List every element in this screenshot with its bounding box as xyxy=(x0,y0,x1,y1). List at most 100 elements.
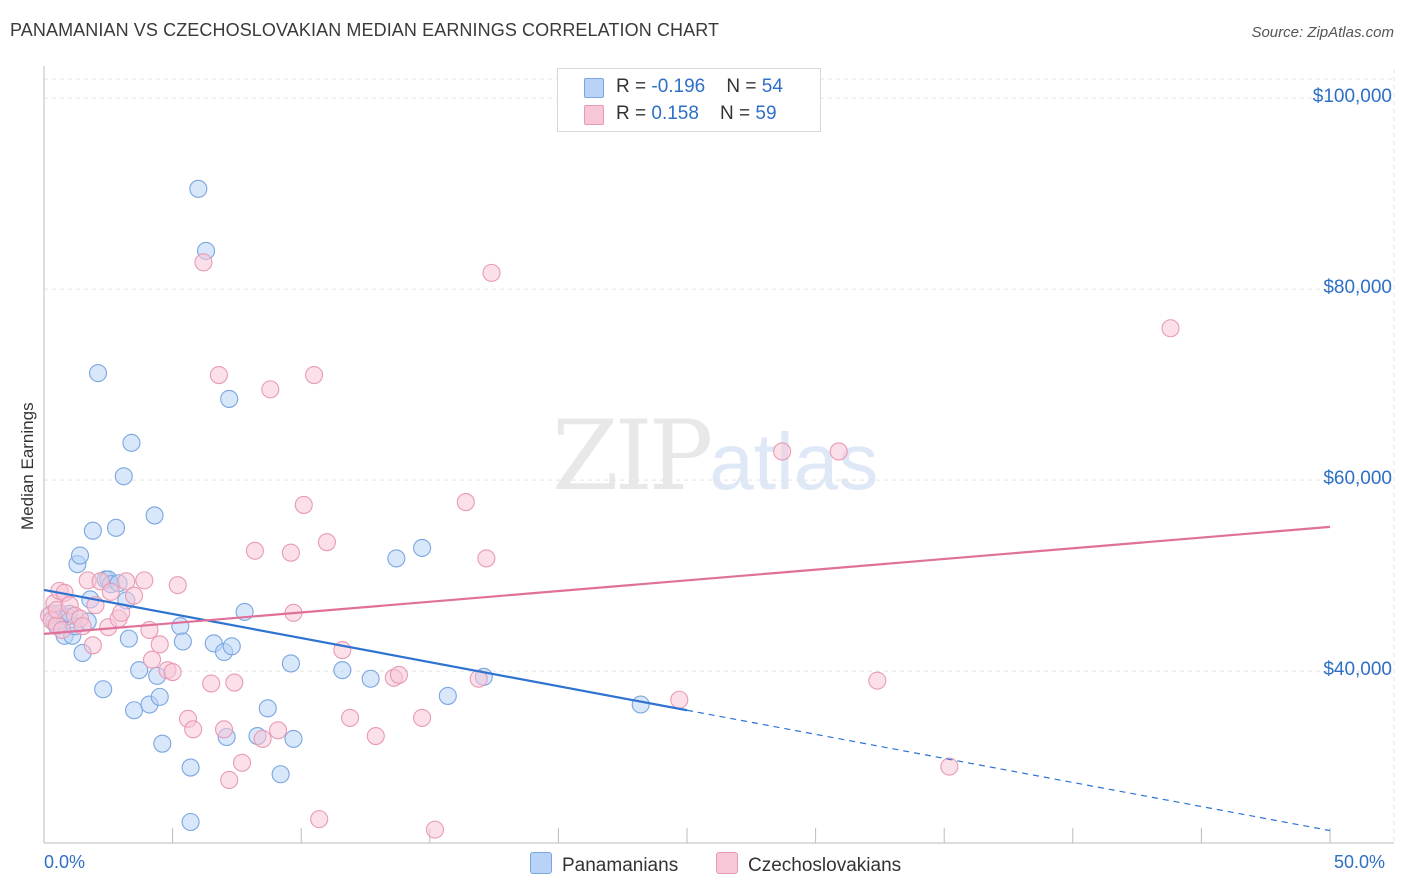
czechoslovakian-point xyxy=(245,541,264,560)
czechoslovakian-point xyxy=(117,572,136,591)
panamanian-trend-line xyxy=(43,588,688,712)
czechoslovakian-point xyxy=(269,721,288,740)
bottom-legend-label: Czechoslovakians xyxy=(748,855,902,876)
legend-n-value: 59 xyxy=(755,103,777,124)
panamanian-point xyxy=(119,629,138,648)
panamanian-point xyxy=(70,546,90,565)
panamanian-point xyxy=(361,669,380,688)
czechoslovakian-point xyxy=(142,650,162,669)
czechoslovakian-point xyxy=(413,708,432,727)
czechoslovakian-point xyxy=(305,365,324,385)
legend-r-value: -0.196 xyxy=(651,76,706,97)
panamanian-point xyxy=(122,433,141,452)
panamanian-point xyxy=(88,364,108,383)
watermark-zip: ZIP xyxy=(552,400,713,512)
czechoslovakian-point xyxy=(341,708,360,727)
y-tick-label-80000: $80,000 xyxy=(1323,277,1392,298)
czechoslovakian-point xyxy=(52,620,72,640)
czechoslovakian-point xyxy=(253,729,272,748)
panamanian-point xyxy=(83,521,102,540)
panamanian-point xyxy=(114,467,133,486)
czechoslovakian-point xyxy=(670,690,689,709)
czechoslovakian-point xyxy=(477,549,496,568)
bottom-legend-czechoslovakians: Czechoslovakians xyxy=(716,852,901,877)
czechoslovakian-point xyxy=(225,673,244,692)
panamanian-point xyxy=(271,765,290,784)
panamanian-point xyxy=(106,518,126,537)
panamanian-point xyxy=(281,654,300,673)
legend-swatch-pink xyxy=(584,105,604,125)
source-label: Source: ZipAtlas.com xyxy=(1251,24,1394,41)
panamanian-point xyxy=(145,506,164,525)
panamanian-point xyxy=(220,389,239,408)
czechoslovakian-point xyxy=(202,674,221,693)
czechoslovakian-point xyxy=(317,533,336,552)
czechoslovakian-point xyxy=(209,365,228,385)
czechoslovakian-point xyxy=(425,820,444,839)
panamanian-point xyxy=(94,680,113,699)
legend-swatch-blue xyxy=(584,78,604,98)
czechoslovakian-point xyxy=(366,726,385,746)
legend-n-label: N = xyxy=(720,103,756,124)
panamanian-point xyxy=(173,632,192,651)
panamanian-point xyxy=(150,687,169,706)
legend-r-label: R = xyxy=(616,103,652,124)
czechoslovakian-point xyxy=(135,571,154,590)
legend: R = -0.196 N = 54 R = 0.158 N = 59 xyxy=(557,68,821,132)
czechoslovakian-point xyxy=(389,665,408,684)
legend-n-value: 54 xyxy=(761,76,783,97)
czechoslovakian-point xyxy=(220,770,239,790)
panamanian-point xyxy=(181,812,200,832)
czechoslovakian-point xyxy=(150,635,169,654)
x-tick-label-max: 50.0% xyxy=(1334,852,1386,872)
panamanian-point xyxy=(189,179,208,198)
bottom-legend-label: Panamanians xyxy=(562,855,679,876)
panamanian-point xyxy=(130,661,149,680)
y-tick-label-100000: $100,000 xyxy=(1312,86,1392,107)
legend-n-label: N = xyxy=(726,76,762,97)
legend-r-label: R = xyxy=(616,76,652,97)
chart-title: PANAMANIAN VS CZECHOSLOVAKIAN MEDIAN EAR… xyxy=(10,20,720,40)
czechoslovakian-point xyxy=(1161,319,1180,338)
czechoslovakian-point xyxy=(829,442,848,461)
panamanian-point xyxy=(333,661,352,680)
y-tick-label-60000: $60,000 xyxy=(1323,468,1392,489)
panamanian-point xyxy=(284,729,303,748)
czechoslovakian-point xyxy=(281,543,300,562)
czechoslovakian-point xyxy=(310,810,329,829)
bottom-legend-panamanians: Panamanians xyxy=(530,852,678,877)
panamanian-trend-extension xyxy=(686,709,1331,832)
panamanian-point xyxy=(222,637,241,656)
panamanian-point xyxy=(153,734,172,753)
panamanian-point xyxy=(438,686,457,705)
czechoslovakian-point xyxy=(456,493,475,512)
czechoslovakian-point xyxy=(163,663,182,682)
panamanian-point xyxy=(413,538,432,557)
czechoslovakian-point xyxy=(112,603,131,622)
czechoslovakian-point xyxy=(294,495,313,514)
czechoslovakian-point xyxy=(194,253,213,272)
czechoslovakian-point xyxy=(124,586,144,605)
czechoslovakian-point xyxy=(940,757,959,776)
czechoslovakian-point xyxy=(214,720,234,739)
panamanian-point xyxy=(171,617,190,636)
y-tick-label-40000: $40,000 xyxy=(1323,659,1392,680)
bottom-legend-swatch-blue xyxy=(530,852,552,874)
czechoslovakian-point xyxy=(261,380,280,399)
czechoslovakian-point xyxy=(868,671,887,690)
panamanian-point xyxy=(258,699,277,718)
czechoslovakian-point xyxy=(232,753,252,772)
panamanian-point xyxy=(124,701,144,720)
legend-r-value: 0.158 xyxy=(651,103,699,124)
panamanian-point xyxy=(181,758,200,777)
panamanian-point xyxy=(387,549,406,568)
czechoslovakian-point xyxy=(773,442,792,461)
czechoslovakian-point xyxy=(482,263,501,282)
panamanian-point xyxy=(631,695,650,714)
bottom-legend-swatch-pink xyxy=(716,852,738,874)
czechoslovakian-trend-line xyxy=(43,525,1331,635)
czechoslovakian-point xyxy=(168,576,187,595)
czechoslovakian-point xyxy=(101,582,120,601)
watermark: ZIPatlas xyxy=(552,400,878,512)
